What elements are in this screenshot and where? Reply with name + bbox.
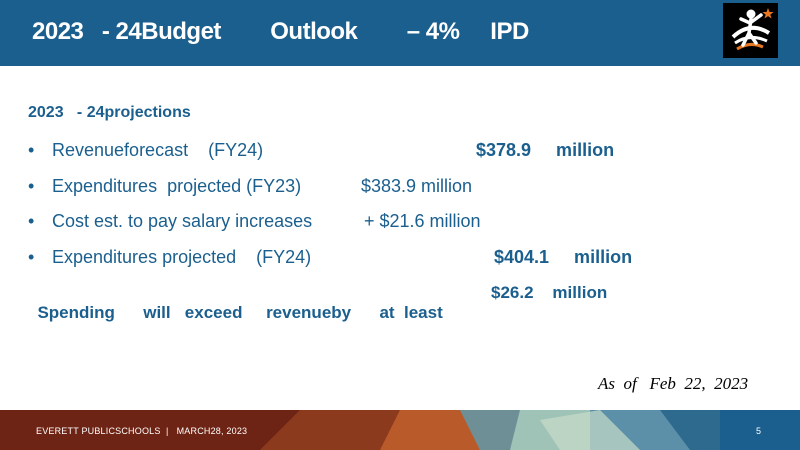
bullet-value: $378.9 million	[476, 140, 615, 160]
bullet-value: $404.1 million	[494, 247, 633, 267]
footer-background	[0, 410, 800, 450]
spending-summary: Spending will exceed revenueby at least …	[28, 283, 648, 322]
footer-org-date: EVERETT PUBLICSCHOOLS | MARCH28, 2023	[36, 426, 248, 436]
bullet-label: Expenditures projected (FY24)	[52, 247, 312, 267]
list-item: • Revenueforecast (FY24) $378.9 million	[28, 140, 648, 164]
bullet-value: $383.9 million	[361, 176, 473, 196]
as-of-date: As of Feb 22, 2023	[598, 374, 749, 393]
bullet-icon: •	[28, 140, 35, 160]
footer-bar: EVERETT PUBLICSCHOOLS | MARCH28, 2023 5	[0, 410, 800, 450]
slide-title: 2023 - 24Budget Outlook – 4% IPD	[32, 18, 529, 45]
runner-figure-logo-icon	[723, 3, 778, 58]
list-item: • Cost est. to pay salary increases + $2…	[28, 211, 648, 235]
summary-label: Spending will exceed revenueby at least	[37, 303, 443, 322]
bullet-icon: •	[28, 247, 35, 267]
bullet-label: Expenditures projected (FY23)	[52, 176, 302, 196]
bullet-label: Revenueforecast (FY24)	[52, 140, 264, 160]
projections-heading: 2023 - 24projections	[28, 104, 191, 121]
list-item: • Expenditures projected (FY24) $404.1 m…	[28, 247, 648, 271]
list-item: • Expenditures projected (FY23) $383.9 m…	[28, 176, 648, 200]
bullet-value: + $21.6 million	[364, 211, 481, 231]
bullet-label: Cost est. to pay salary increases	[52, 211, 313, 231]
summary-value: $26.2 million	[491, 283, 608, 302]
bullet-icon: •	[28, 211, 35, 231]
bullet-icon: •	[28, 176, 35, 196]
title-bar: 2023 - 24Budget Outlook – 4% IPD	[0, 0, 800, 66]
page-number: 5	[756, 426, 762, 436]
